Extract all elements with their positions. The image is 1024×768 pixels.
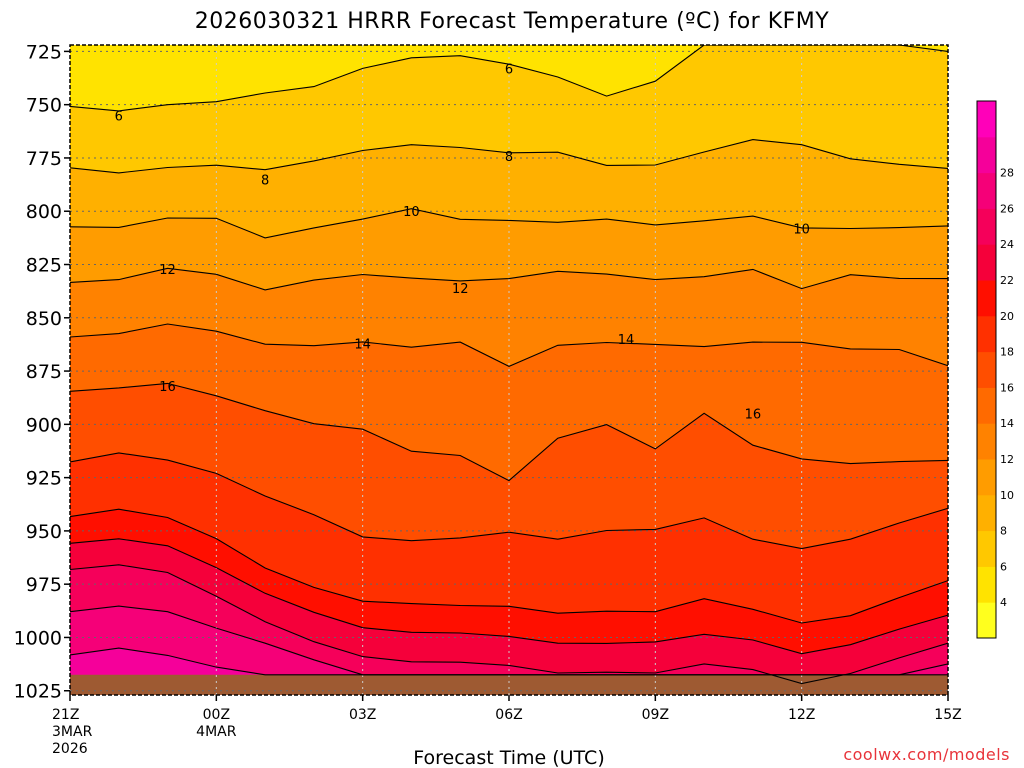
colorbar-swatch-24 [977, 208, 996, 245]
isotherm-label-12: 12 [452, 282, 469, 297]
isotherm-24 [70, 564, 948, 685]
plot-area: 6 6 8 8 10 10 12 12 14 14 16 16 [69, 44, 949, 696]
chart-title: 2026030321 HRRR Forecast Temperature (ºC… [195, 9, 829, 34]
x-axis-label: Forecast Time (UTC) [413, 747, 604, 768]
x-tick-label-0-0: 21Z [52, 707, 79, 723]
x-tick-label-3-1: 4MAR [196, 724, 237, 740]
isotherm-label-6: 6 [505, 62, 513, 77]
colorbar-tick-label-6: 6 [1000, 560, 1007, 573]
colorbar-swatch-20 [977, 280, 996, 317]
colorbar-tick-label-12: 12 [1000, 453, 1014, 466]
y-tick-label-925: 925 [26, 468, 62, 490]
colorbar-tick-label-24: 24 [1000, 238, 1014, 251]
y-tick-label-850: 850 [26, 308, 62, 330]
plot-frame [69, 44, 949, 696]
isotherm-label-14: 14 [618, 333, 635, 348]
colorbar-tick-label-8: 8 [1000, 525, 1007, 538]
y-tick-label-775: 775 [26, 148, 62, 170]
colorbar-tick-label-22: 22 [1000, 274, 1014, 287]
band-above-26 [70, 606, 948, 695]
y-tick-label-950: 950 [26, 521, 62, 543]
colorbar-tick-label-20: 20 [1000, 310, 1014, 323]
isotherm-28 [70, 647, 948, 676]
colorbar-tick-label-16: 16 [1000, 381, 1014, 394]
isotherm-14 [70, 323, 948, 368]
isotherm-label-8: 8 [505, 150, 513, 165]
colorbar-swatch-4 [977, 566, 996, 603]
colorbar-tick-label-10: 10 [1000, 489, 1014, 502]
colorbar-frame [976, 100, 997, 639]
colorbar-swatch-8 [977, 494, 996, 532]
colorbar-swatch-26 [977, 172, 996, 209]
x-tick-label-3-0: 00Z [203, 707, 230, 723]
colorbar-swatch-10 [977, 459, 996, 496]
isotherm-label-6: 6 [115, 109, 123, 124]
colorbar-swatch-16 [977, 351, 996, 388]
x-tick-label-18-0: 15Z [934, 707, 961, 723]
y-axis: 725 750 775 800 825 850 875 900 925 950 975 1000 102… [14, 41, 70, 703]
y-tick-label-800: 800 [26, 201, 62, 223]
x-tick-label-0-2: 2026 [52, 741, 88, 757]
y-tick-label-875: 875 [26, 361, 62, 383]
isotherm-label-14: 14 [354, 337, 371, 352]
x-tick-label-0-1: 3MAR [52, 724, 93, 740]
isotherm-8 [70, 139, 948, 174]
colorbar-swatch-14 [977, 387, 996, 424]
isotherm-label-16: 16 [159, 380, 176, 395]
isotherm-lines [70, 45, 948, 685]
isotherm-label-16: 16 [745, 408, 762, 423]
colorbar-swatch-12 [977, 423, 996, 460]
y-tick-label-900: 900 [26, 414, 62, 436]
colorbar-tick-label-18: 18 [1000, 346, 1014, 359]
colorbar-tick-label-26: 26 [1000, 202, 1014, 215]
colorbar-tick-label-14: 14 [1000, 417, 1014, 430]
colorbar-swatch-28 [977, 136, 996, 174]
ground-surface [70, 674, 948, 695]
colorbar-swatch-30 [977, 101, 996, 138]
colorbar-swatch-6 [977, 530, 996, 567]
y-tick-label-725: 725 [26, 41, 62, 63]
y-tick-label-1025: 1025 [14, 681, 62, 703]
isotherm-6 [70, 45, 948, 112]
isotherm-18 [70, 452, 948, 550]
isotherm-12 [70, 267, 948, 291]
colorbar-tick-label-4: 4 [1000, 596, 1007, 609]
isotherm-10 [70, 208, 948, 239]
isotherm-22 [70, 538, 948, 655]
colorbar-tick-label-28: 28 [1000, 167, 1014, 180]
isotherm-16 [70, 382, 948, 482]
colorbar-swatch-22 [977, 244, 996, 281]
x-tick-label-12-0: 09Z [642, 707, 669, 723]
y-tick-label-1000: 1000 [14, 627, 62, 649]
y-tick-label-825: 825 [26, 255, 62, 277]
colorbar: 4 6 8 10 12 14 16 18 20 22 24 26 28 [976, 100, 1014, 639]
colorbar-swatch-2 [977, 602, 996, 639]
isotherm-labels: 6 6 8 8 10 10 12 12 14 14 16 16 [115, 62, 810, 422]
x-tick-label-15-0: 12Z [788, 707, 815, 723]
isotherm-label-10: 10 [793, 222, 810, 237]
colorbar-swatch-18 [977, 315, 996, 353]
isotherm-label-10: 10 [403, 205, 420, 220]
isotherm-20 [70, 508, 948, 624]
y-tick-label-975: 975 [26, 574, 62, 596]
credit-text: coolwx.com/models [843, 745, 1010, 764]
x-tick-label-6-0: 03Z [349, 707, 376, 723]
x-tick-label-9-0: 06Z [495, 707, 522, 723]
isotherm-label-12: 12 [159, 263, 176, 278]
isotherm-label-8: 8 [261, 173, 269, 188]
y-tick-label-750: 750 [26, 95, 62, 117]
